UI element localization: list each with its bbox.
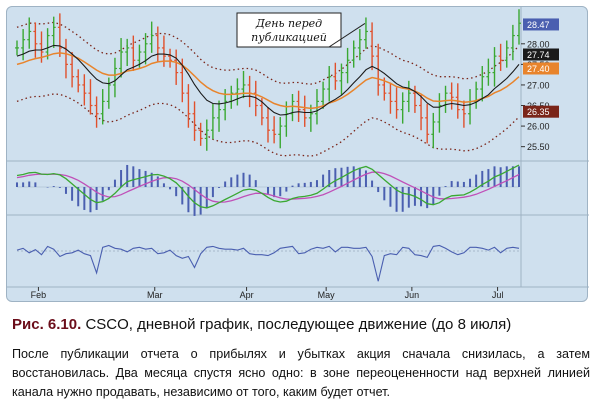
annotation-label: День перед <box>255 17 322 30</box>
price-tag-label: 26.35 <box>527 107 550 117</box>
lower-channel-line <box>16 93 520 157</box>
price-tag-label: 28.47 <box>527 20 550 30</box>
figure-caption: Рис. 6.10. CSCO, дневной график, последу… <box>12 316 592 333</box>
annotation-label: публикацией <box>251 31 327 44</box>
force-index-line <box>16 244 520 282</box>
x-tick-label: May <box>318 290 336 300</box>
annotation-pointer <box>328 23 366 48</box>
y-tick-label: 27.00 <box>527 80 550 90</box>
x-tick-label: Mar <box>147 290 163 300</box>
signal-line <box>16 171 520 203</box>
ema-short-line <box>16 44 520 116</box>
y-tick-label: 25.50 <box>527 142 550 152</box>
y-tick-label: 26.00 <box>527 122 550 132</box>
macd-line <box>16 164 520 209</box>
ema-long-line <box>16 52 520 110</box>
price-tag-label: 27.40 <box>527 64 550 74</box>
figure-number: Рис. 6.10. <box>12 316 82 333</box>
x-tick-label: Apr <box>240 290 254 300</box>
price-tag-box <box>523 18 559 31</box>
x-tick-label: Jul <box>492 290 504 300</box>
annotation-box <box>236 12 342 48</box>
x-tick-label: Jun <box>405 290 420 300</box>
price-tag-box <box>523 48 559 61</box>
upper-channel-line <box>16 21 520 85</box>
price-tag-box <box>523 62 559 75</box>
price-tag-box <box>523 105 559 118</box>
price-tag-label: 27.74 <box>527 50 550 60</box>
figure-description: После публикации отчета о прибылях и убы… <box>12 347 590 399</box>
y-tick-label: 28.00 <box>527 39 550 49</box>
figure-title: CSCO, дневной график, последующее движен… <box>85 316 512 333</box>
x-tick-label: Feb <box>31 290 47 300</box>
